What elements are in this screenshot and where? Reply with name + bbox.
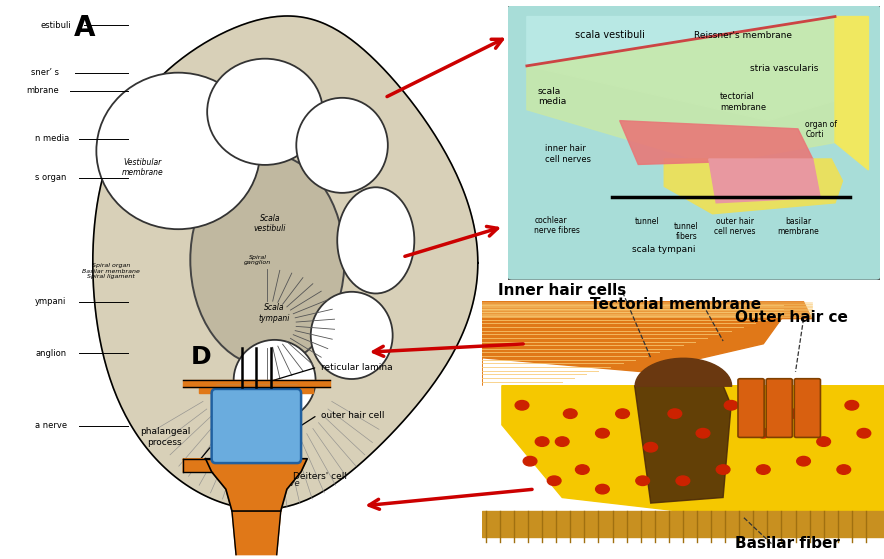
Ellipse shape — [233, 340, 316, 420]
Circle shape — [575, 465, 589, 474]
Circle shape — [668, 409, 682, 418]
Circle shape — [817, 437, 830, 446]
Ellipse shape — [190, 154, 345, 366]
Circle shape — [555, 437, 569, 446]
Text: anglion: anglion — [35, 349, 66, 358]
Polygon shape — [232, 511, 281, 555]
Circle shape — [636, 476, 650, 485]
Polygon shape — [183, 380, 330, 387]
Polygon shape — [205, 459, 308, 511]
Polygon shape — [93, 16, 478, 509]
Circle shape — [757, 465, 770, 474]
Ellipse shape — [311, 292, 392, 379]
Polygon shape — [835, 17, 868, 170]
Ellipse shape — [207, 59, 323, 165]
Polygon shape — [635, 386, 731, 503]
Text: phalangeal
process: phalangeal process — [140, 427, 190, 447]
FancyBboxPatch shape — [211, 389, 301, 463]
Polygon shape — [520, 203, 868, 271]
Circle shape — [563, 409, 577, 418]
Circle shape — [596, 484, 609, 494]
Polygon shape — [200, 385, 313, 394]
Text: Scala
vestibuli: Scala vestibuli — [254, 214, 286, 233]
Text: outer hair cell: outer hair cell — [322, 411, 385, 420]
Polygon shape — [216, 385, 297, 394]
Text: tectorial
membrane: tectorial membrane — [720, 92, 766, 112]
Circle shape — [536, 437, 549, 446]
Text: scala tympani: scala tympani — [632, 245, 696, 254]
Text: Basilar fiber: Basilar fiber — [735, 536, 840, 551]
Circle shape — [547, 476, 561, 485]
Text: Vestibular
membrane: Vestibular membrane — [121, 158, 163, 177]
Circle shape — [616, 409, 629, 418]
Text: Reissner's membrane: Reissner's membrane — [694, 31, 792, 40]
Circle shape — [845, 400, 858, 410]
Text: cochlear
nerve fibres: cochlear nerve fibres — [534, 216, 580, 235]
Text: tunnel
fibers: tunnel fibers — [674, 222, 699, 241]
Circle shape — [796, 456, 811, 466]
Text: Spiral organ
Basilar membrane
Spiral ligament: Spiral organ Basilar membrane Spiral lig… — [82, 263, 140, 280]
Circle shape — [523, 456, 537, 466]
FancyBboxPatch shape — [738, 379, 764, 437]
Circle shape — [515, 400, 529, 410]
Text: Outer hair ce: Outer hair ce — [735, 310, 848, 325]
Text: inner hair
cell nerves: inner hair cell nerves — [545, 144, 591, 164]
Circle shape — [837, 465, 850, 474]
Polygon shape — [502, 386, 884, 531]
Polygon shape — [482, 511, 884, 537]
Text: scala vestibuli: scala vestibuli — [575, 30, 645, 40]
Text: Deiters' cell: Deiters' cell — [293, 472, 347, 481]
Text: outer hair
cell nerves: outer hair cell nerves — [714, 216, 756, 236]
Circle shape — [789, 409, 803, 418]
Circle shape — [757, 428, 770, 438]
Text: n media: n media — [35, 134, 70, 143]
Text: s organ: s organ — [35, 173, 66, 182]
Text: D: D — [191, 345, 212, 369]
Polygon shape — [183, 459, 216, 472]
Text: Scala
tympani: Scala tympani — [259, 304, 290, 323]
Polygon shape — [664, 159, 842, 214]
Polygon shape — [527, 17, 835, 164]
Text: tunnel: tunnel — [636, 216, 659, 225]
Ellipse shape — [296, 98, 388, 193]
Text: basilar
membrane: basilar membrane — [777, 216, 819, 236]
Text: estibuli: estibuli — [41, 21, 72, 30]
Text: Cochlear nerve: Cochlear nerve — [235, 479, 299, 489]
Polygon shape — [527, 17, 861, 121]
Text: mbrane: mbrane — [27, 86, 59, 95]
Circle shape — [676, 476, 690, 485]
Text: a nerve: a nerve — [35, 421, 67, 430]
Text: scala
media: scala media — [538, 87, 567, 106]
Text: A: A — [73, 14, 95, 42]
Circle shape — [644, 443, 658, 452]
Circle shape — [716, 465, 730, 474]
Text: ympani: ympani — [35, 297, 66, 306]
Circle shape — [697, 428, 710, 438]
FancyBboxPatch shape — [507, 4, 881, 281]
Circle shape — [724, 400, 738, 410]
Text: Spiral
ganglion: Spiral ganglion — [244, 254, 271, 266]
Polygon shape — [620, 121, 812, 164]
FancyBboxPatch shape — [766, 379, 792, 437]
Polygon shape — [709, 159, 820, 203]
Text: reticular lamina: reticular lamina — [322, 363, 393, 372]
FancyBboxPatch shape — [795, 379, 820, 437]
Polygon shape — [482, 302, 783, 386]
Ellipse shape — [96, 73, 260, 229]
Text: sner’ s: sner’ s — [31, 68, 59, 77]
Polygon shape — [482, 302, 812, 319]
Text: Inner hair cells: Inner hair cells — [498, 283, 626, 298]
Circle shape — [857, 428, 871, 438]
Text: stria vascularis: stria vascularis — [750, 64, 818, 73]
Ellipse shape — [338, 187, 415, 293]
Circle shape — [596, 428, 609, 438]
Text: organ of
Corti: organ of Corti — [805, 120, 837, 139]
Text: Tectorial membrane: Tectorial membrane — [591, 297, 761, 311]
